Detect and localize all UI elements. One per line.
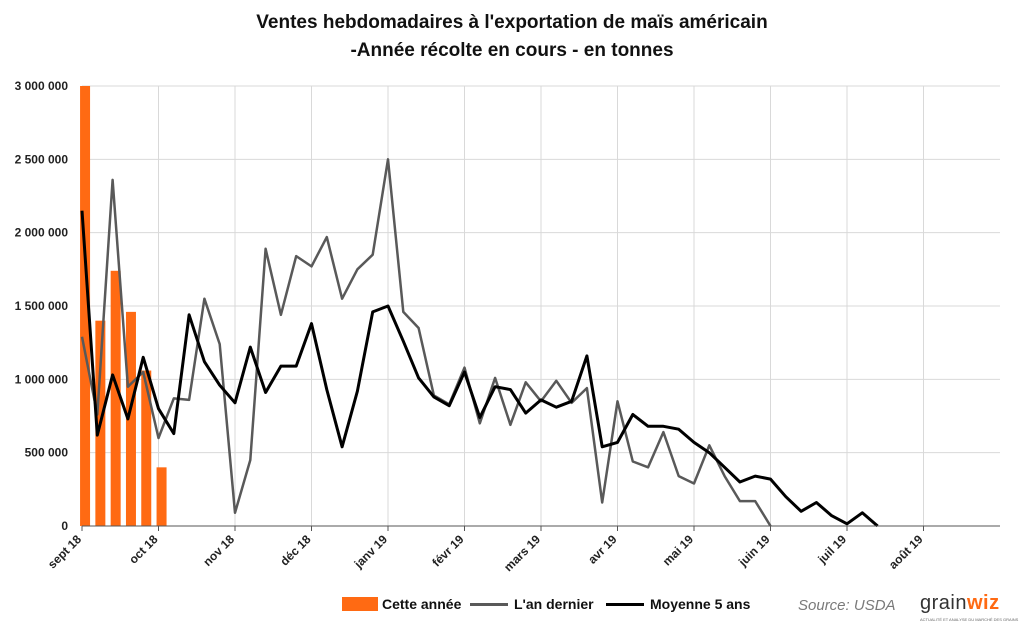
y-tick-label-1: 500 000: [25, 446, 69, 460]
x-tick-label-1: oct 18: [126, 532, 161, 567]
bar-this-year-0: [80, 86, 91, 526]
x-tick-label-5: févr 19: [429, 532, 466, 569]
legend-item-5yr-avg: Moyenne 5 ans: [606, 594, 750, 614]
lines: [80, 158, 879, 528]
legend-label-5yr-avg: Moyenne 5 ans: [650, 596, 751, 612]
legend-label-last-year: L'an dernier: [514, 596, 594, 612]
legend-item-this-year: Cette année: [342, 594, 461, 614]
x-tick-label-11: août 19: [886, 532, 926, 572]
x-tick-label-7: avr 19: [585, 532, 620, 567]
bar-this-year-4: [141, 370, 152, 526]
line-5yr-average: [80, 210, 879, 528]
x-tick-label-4: janv 19: [351, 532, 391, 572]
chart-subtitle: -Année récolte en cours - en tonnes: [350, 40, 674, 61]
chart-title: Ventes hebdomadaires à l'exportation de …: [256, 12, 768, 33]
logo-tagline: ACTUALITÉ ET ANALYSE DU MARCHÉ DES GRAIN…: [920, 617, 1019, 622]
y-tick-label-2: 1 000 000: [15, 372, 69, 386]
legend-swatch-5yr-avg: [606, 602, 644, 606]
x-tick-label-0: sept 18: [45, 532, 84, 571]
legend-swatch-bar: [342, 597, 378, 611]
y-tick-label-4: 2 000 000: [15, 226, 69, 240]
legend-item-last-year: L'an dernier: [470, 594, 594, 614]
logo-wordmark: grainwiz: [920, 592, 1000, 614]
bar-this-year-2: [110, 270, 121, 526]
y-tick-label-5: 2 500 000: [15, 152, 69, 166]
bar-this-year-3: [125, 311, 136, 526]
x-tick-label-6: mars 19: [501, 532, 543, 574]
bar-this-year-5: [156, 467, 167, 526]
source-note: Source: USDA: [798, 597, 896, 614]
line-last-year: [80, 158, 772, 527]
x-tick-label-9: juin 19: [735, 532, 773, 570]
legend-swatch-last-year: [470, 602, 508, 606]
x-tick-label-2: nov 18: [200, 532, 237, 569]
gridlines: [82, 85, 1000, 526]
x-tick-label-3: déc 18: [277, 532, 314, 569]
x-tick-label-10: juil 19: [814, 532, 849, 567]
y-tick-label-0: 0: [61, 519, 68, 533]
y-tick-label-3: 1 500 000: [15, 299, 69, 313]
x-tick-label-8: mai 19: [660, 532, 697, 569]
legend-label-this-year: Cette année: [382, 596, 462, 612]
grainwiz-logo: grainwiz ACTUALITÉ ET ANALYSE DU MARCHÉ …: [920, 592, 1019, 632]
y-tick-label-6: 3 000 000: [15, 79, 69, 93]
